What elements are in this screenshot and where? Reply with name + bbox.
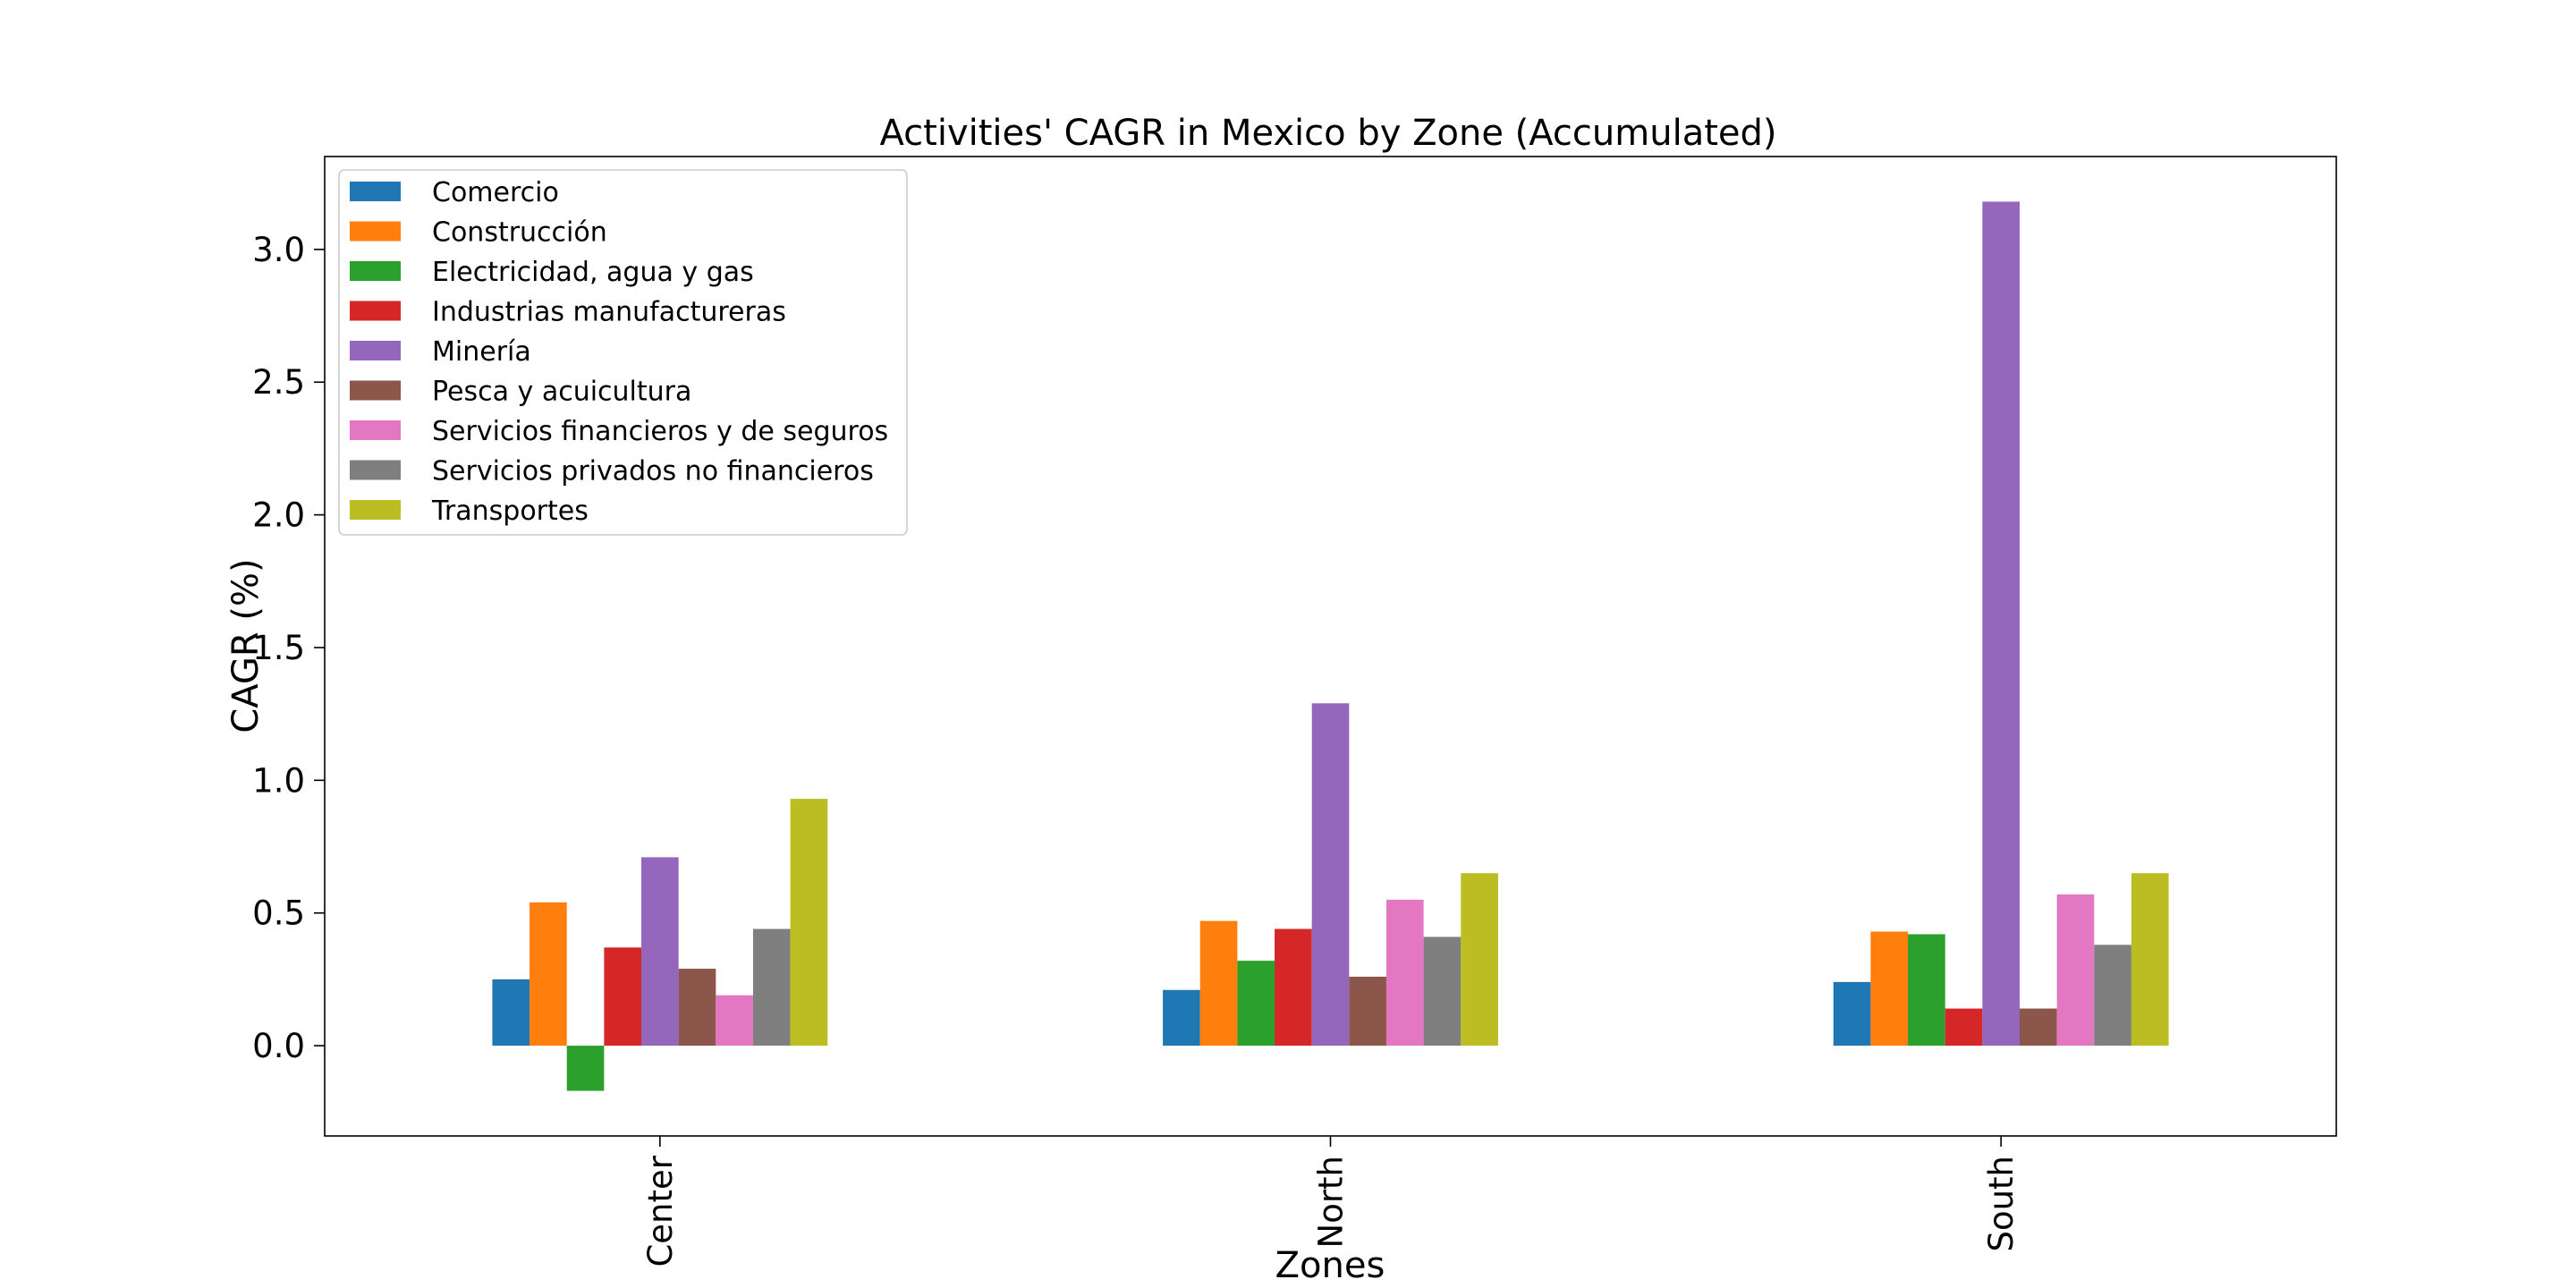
bar-6-0 (716, 995, 753, 1046)
legend-swatch (350, 341, 401, 360)
legend-box (338, 169, 908, 536)
bar-2-0 (566, 1046, 605, 1091)
legend-label: Electricidad, agua y gas (432, 257, 754, 288)
legend-label: Construcción (432, 217, 607, 249)
bar-0-1 (1163, 989, 1200, 1046)
legend-label: Transportes (431, 496, 589, 527)
bar-2-1 (1237, 961, 1275, 1046)
y-tick-label: 0.5 (252, 894, 305, 933)
legend-swatch (350, 460, 401, 480)
x-tick-label: North (1312, 1156, 1351, 1248)
y-tick-label: 2.5 (252, 363, 305, 402)
bar-0-2 (1833, 981, 1871, 1046)
bar-8-2 (2131, 873, 2169, 1046)
legend-label: Servicios financieros y de seguros (432, 416, 888, 447)
legend-swatch (350, 261, 401, 281)
legend-label: Comercio (432, 177, 559, 208)
bar-7-1 (1423, 936, 1462, 1046)
bar-1-0 (530, 902, 567, 1046)
plot-area-frame (324, 156, 2337, 1137)
legend-label: Industrias manufactureras (432, 297, 786, 328)
bar-4-0 (641, 857, 679, 1046)
y-tick-label: 1.5 (252, 629, 305, 667)
bars-layer (492, 201, 2169, 1091)
bar-6-2 (2056, 894, 2095, 1046)
legend-swatch (350, 420, 401, 440)
legend-swatch (350, 182, 401, 201)
legend-swatch (350, 380, 401, 401)
bar-5-2 (2019, 1008, 2057, 1046)
bar-5-1 (1349, 976, 1386, 1046)
y-tick-label: 2.0 (252, 496, 305, 535)
bar-3-0 (604, 947, 642, 1046)
y-axis-label: CAGR (%) (225, 558, 267, 733)
legend-swatch (350, 301, 401, 321)
legend-label: Minería (432, 336, 531, 368)
bar-4-1 (1311, 703, 1350, 1046)
bar-3-2 (1945, 1008, 1983, 1046)
axes-layer: 0.0 0.5 1.0 1.5 2.0 2.5 3.0 Center North South (252, 231, 2021, 1267)
x-tick-label: South (1982, 1156, 2021, 1252)
y-tick-label: 1.0 (252, 761, 305, 800)
y-tick-label: 0.0 (252, 1027, 305, 1065)
bar-5-0 (678, 969, 716, 1046)
legend-swatch (350, 221, 401, 242)
y-tick-label: 3.0 (252, 231, 305, 269)
x-axis-label: Zones (1275, 1245, 1385, 1286)
legend-swatch (350, 500, 401, 520)
legend-label: Pesca y acuicultura (432, 377, 691, 408)
bar-2-2 (1908, 934, 1945, 1046)
legend-label: Servicios privados no financieros (432, 456, 874, 487)
bar-7-2 (2094, 945, 2131, 1046)
bar-1-2 (1870, 931, 1909, 1046)
bar-7-0 (752, 928, 791, 1046)
bar-1-1 (1199, 920, 1238, 1046)
bar-8-0 (790, 799, 828, 1046)
x-tick-label: Center (641, 1155, 680, 1267)
bar-0-0 (492, 979, 530, 1046)
bar-6-1 (1385, 899, 1424, 1046)
bar-8-1 (1461, 873, 1498, 1046)
legend: Comercio Construcción Electricidad, agua y… (338, 169, 908, 536)
chart-title: Activities' CAGR in Mexico by Zone (Accu… (879, 113, 1776, 154)
bar-4-2 (1982, 201, 2020, 1046)
bar-3-1 (1275, 928, 1312, 1046)
